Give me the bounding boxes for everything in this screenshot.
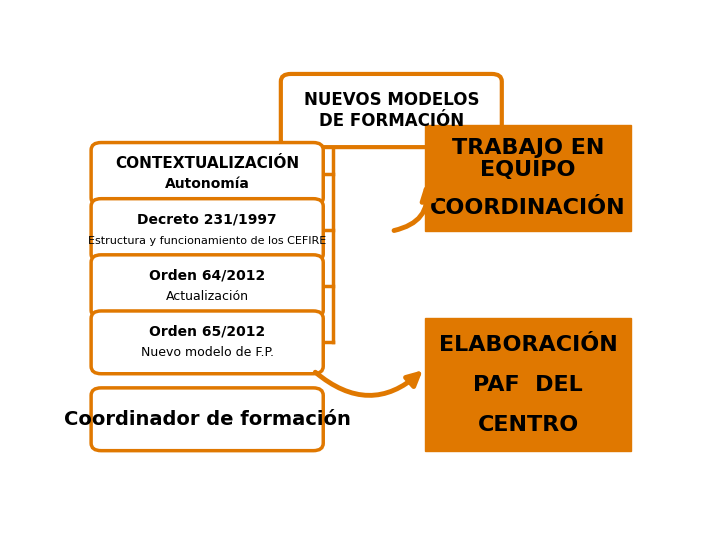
Text: TRABAJO EN: TRABAJO EN: [452, 138, 604, 158]
Text: ELABORACIÓN: ELABORACIÓN: [438, 335, 618, 355]
Text: CENTRO: CENTRO: [477, 415, 579, 435]
Text: Orden 65/2012: Orden 65/2012: [149, 325, 265, 339]
FancyBboxPatch shape: [425, 319, 631, 451]
FancyBboxPatch shape: [91, 143, 323, 205]
FancyBboxPatch shape: [91, 199, 323, 261]
FancyArrowPatch shape: [394, 190, 434, 231]
Text: COORDINACIÓN: COORDINACIÓN: [431, 198, 626, 218]
Text: Coordinador de formación: Coordinador de formación: [64, 410, 351, 429]
Text: Nuevo modelo de F.P.: Nuevo modelo de F.P.: [140, 346, 274, 359]
FancyBboxPatch shape: [425, 125, 631, 231]
Text: CONTEXTUALIZACIÓN: CONTEXTUALIZACIÓN: [115, 156, 300, 171]
Text: Actualización: Actualización: [166, 290, 248, 303]
FancyBboxPatch shape: [91, 255, 323, 318]
Text: Orden 64/2012: Orden 64/2012: [149, 269, 265, 283]
FancyBboxPatch shape: [91, 311, 323, 374]
Text: Decreto 231/1997: Decreto 231/1997: [138, 213, 277, 227]
FancyBboxPatch shape: [281, 74, 502, 147]
Text: Autonomía: Autonomía: [165, 178, 250, 192]
Text: EQUIPO: EQUIPO: [480, 160, 576, 180]
Text: NUEVOS MODELOS
DE FORMACIÓN: NUEVOS MODELOS DE FORMACIÓN: [304, 91, 479, 130]
Text: Estructura y funcionamiento de los CEFIRE: Estructura y funcionamiento de los CEFIR…: [88, 235, 326, 246]
FancyArrowPatch shape: [315, 372, 419, 395]
FancyBboxPatch shape: [91, 388, 323, 451]
Text: PAF  DEL: PAF DEL: [473, 375, 583, 395]
